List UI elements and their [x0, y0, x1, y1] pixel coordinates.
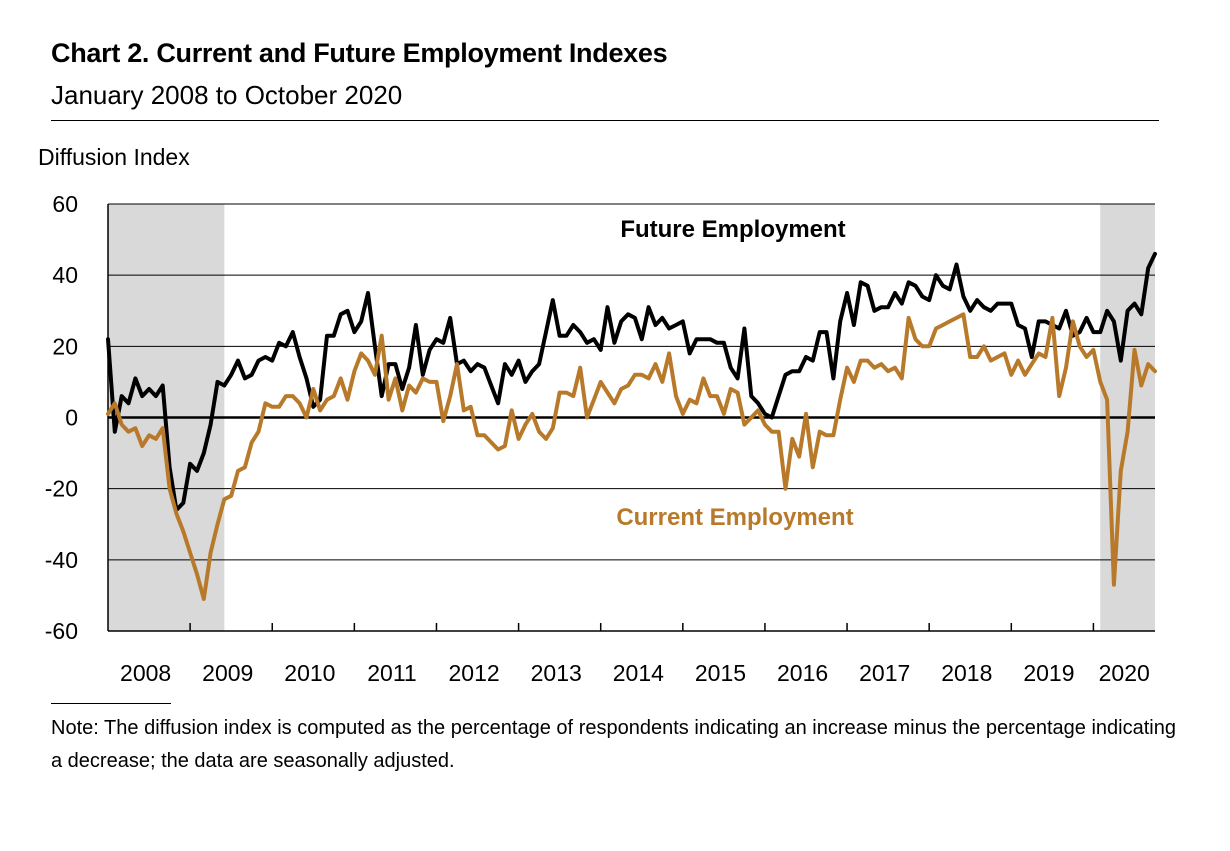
future-employment-label: Future Employment [620, 216, 845, 243]
y-tick-label: -40 [45, 547, 78, 573]
y-axis-ticks: 60 40 20 0 -20 -40 -60 [45, 191, 78, 644]
x-tick-label: 2013 [531, 660, 582, 686]
x-tick-label: 2011 [367, 660, 416, 686]
x-tick-label: 2015 [695, 660, 746, 686]
current-employment-label: Current Employment [616, 504, 853, 531]
y-tick-label: 40 [52, 262, 78, 288]
title-divider [51, 120, 1159, 121]
y-tick-label: -60 [45, 618, 78, 644]
x-tick-label: 2009 [202, 660, 253, 686]
y-tick-label: 0 [65, 405, 78, 431]
future-employment-line [106, 251, 1157, 512]
note-divider [51, 703, 171, 704]
x-tick-label: 2008 [120, 660, 171, 686]
x-tick-label: 2010 [284, 660, 335, 686]
x-tick-label: 2020 [1099, 660, 1150, 686]
line-chart: 60 40 20 0 -20 -40 -60 2008 2009 2010 2011 2012 201… [45, 191, 1157, 686]
series-labels: Future Employment Current Employment [616, 216, 853, 531]
x-tick-label: 2018 [941, 660, 992, 686]
current-employment-line [106, 312, 1157, 601]
x-axis: 2008 2009 2010 2011 2012 2013 2014 2015 2016 2017… [107, 204, 1155, 686]
x-tick-label: 2016 [777, 660, 828, 686]
x-tick-label: 2017 [859, 660, 910, 686]
y-axis-label: Diffusion Index [38, 144, 190, 170]
chart-title: Chart 2. Current and Future Employment I… [51, 38, 668, 68]
y-tick-label: 20 [52, 333, 78, 359]
x-tick-label: 2012 [449, 660, 500, 686]
x-tick-label: 2019 [1023, 660, 1074, 686]
series-lines [106, 251, 1157, 601]
x-tick-label: 2014 [613, 660, 664, 686]
chart-subtitle: January 2008 to October 2020 [51, 80, 403, 110]
chart-note: Note: The diffusion index is computed as… [51, 717, 1176, 772]
y-tick-label: -20 [45, 476, 78, 502]
y-tick-label: 60 [52, 191, 78, 217]
